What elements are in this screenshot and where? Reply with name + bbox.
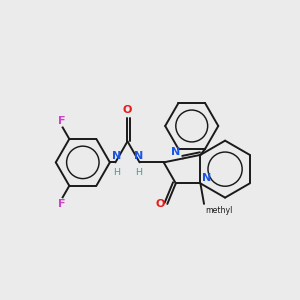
- Text: N: N: [112, 151, 121, 160]
- Text: F: F: [58, 199, 65, 209]
- Text: N: N: [171, 147, 180, 157]
- Text: methyl: methyl: [205, 206, 232, 215]
- Text: O: O: [156, 199, 165, 209]
- Text: N: N: [134, 151, 143, 160]
- Text: F: F: [58, 116, 65, 126]
- Text: O: O: [123, 105, 132, 115]
- Text: N: N: [202, 172, 212, 182]
- Text: H: H: [135, 168, 142, 177]
- Text: H: H: [113, 168, 120, 177]
